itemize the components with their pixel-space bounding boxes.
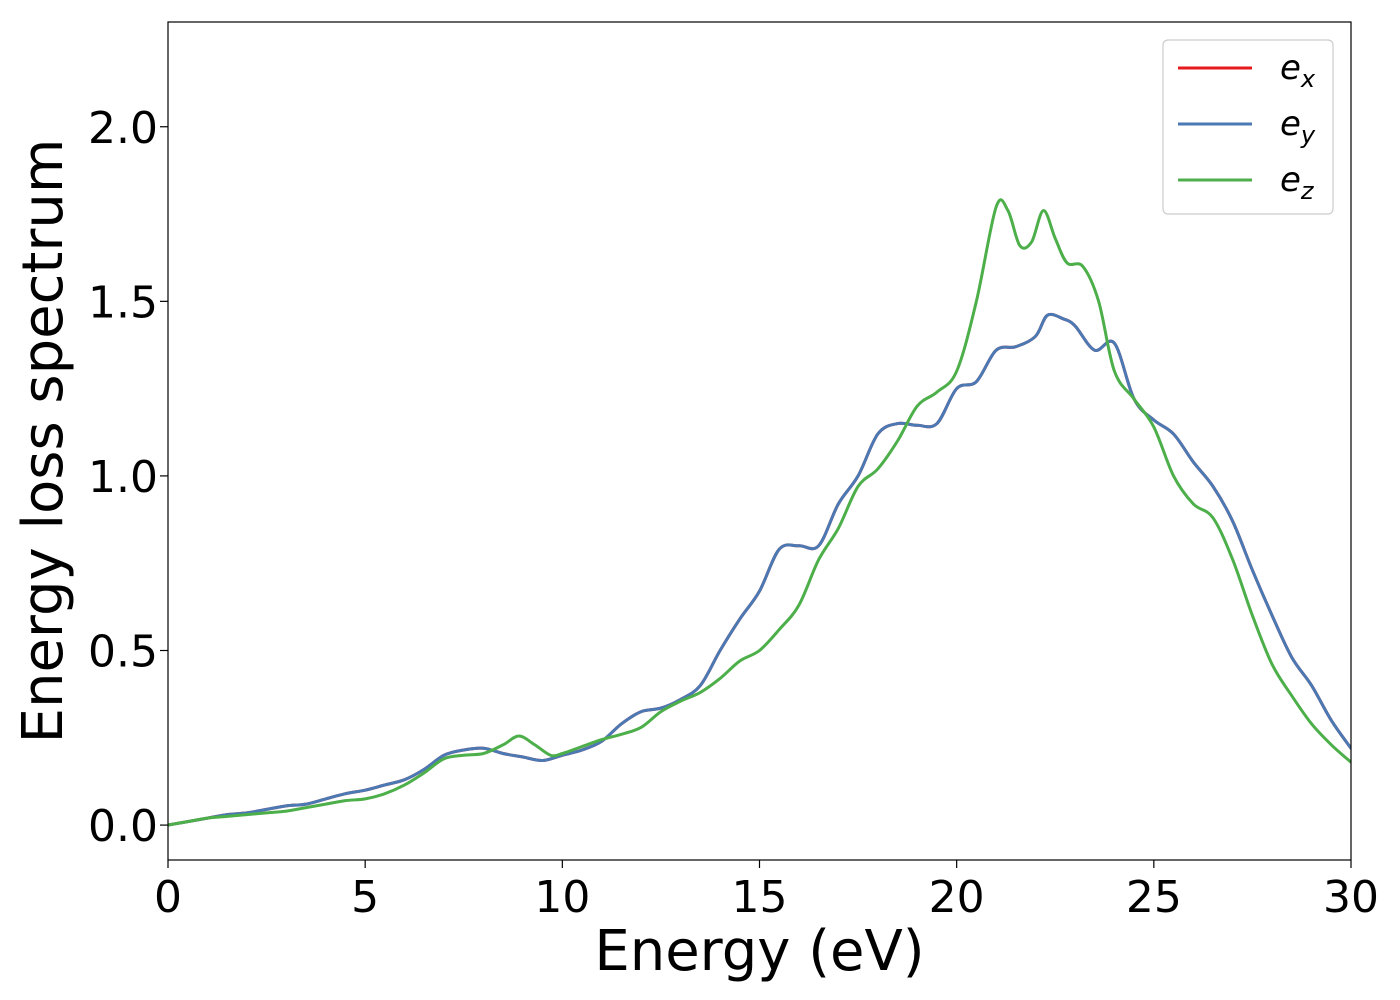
y-tick-label: 0.5: [88, 627, 158, 678]
legend-frame: [1162, 39, 1334, 215]
y-tick-label: 1.5: [88, 277, 158, 328]
legend-label: ey: [1280, 104, 1316, 149]
x-tick-label: 5: [351, 872, 379, 923]
x-tick-label: 10: [534, 872, 590, 923]
x-tick-label: 0: [154, 872, 182, 923]
y-axis-title: Energy loss spectrum: [11, 139, 76, 744]
y-tick-label: 1.0: [88, 452, 158, 503]
x-tick-label: 30: [1323, 872, 1379, 923]
x-axis: 0 5 10 15 20 25 30: [154, 860, 1379, 923]
x-tick-label: 20: [929, 872, 985, 923]
x-tick-label: 25: [1126, 872, 1182, 923]
y-tick-label: 0.0: [88, 801, 158, 852]
y-axis: 0.0 0.5 1.0 1.5 2.0: [88, 103, 168, 852]
y-tick-label: 2.0: [88, 103, 158, 154]
series-line-ey: [168, 312, 1351, 827]
x-axis-title: Energy (eV): [594, 919, 924, 984]
series-line-ez: [168, 198, 1351, 827]
series-layer: [168, 198, 1351, 827]
x-tick-label: 15: [732, 872, 788, 923]
legend-label: ex: [1280, 48, 1316, 93]
